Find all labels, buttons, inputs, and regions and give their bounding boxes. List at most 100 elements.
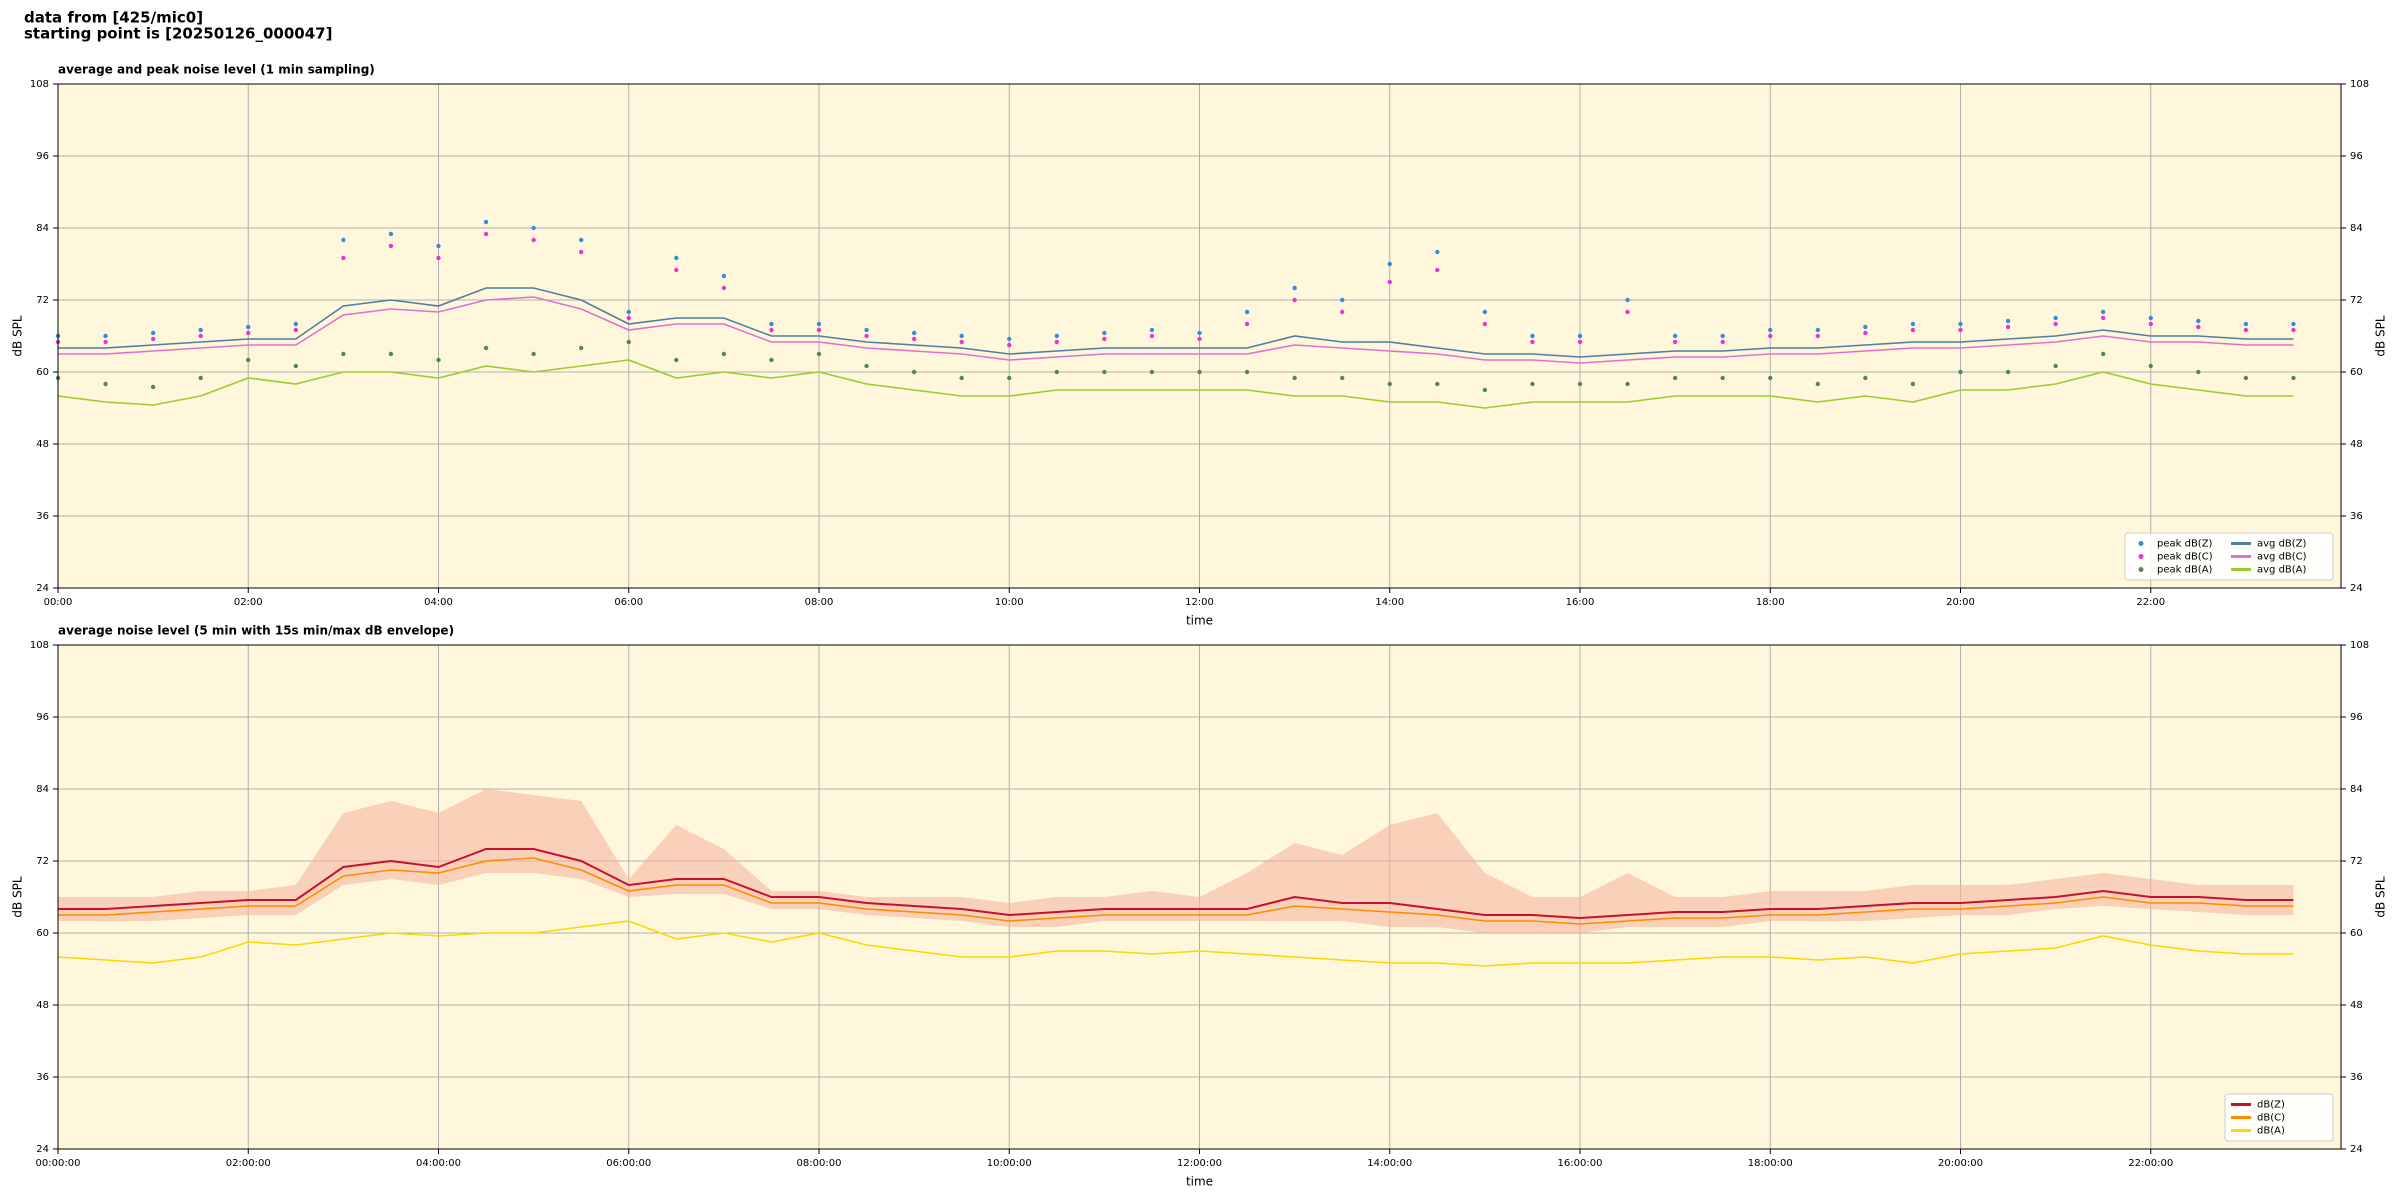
peak-point [626,339,631,345]
x-tick-label: 08:00:00 [797,1158,842,1169]
peak-point [1530,339,1535,345]
y-tick-label: 72 [36,295,49,306]
peak-point [1768,327,1773,333]
peak-point [769,321,774,327]
y-tick-label: 24 [2350,583,2363,594]
peak-point [1054,339,1060,345]
legend-box [2224,1093,2334,1142]
legend-label: avg dB(Z) [2257,539,2307,550]
peak-point [1958,369,1963,375]
peak-point [2243,375,2249,381]
peak-point [816,351,822,357]
peak-point [769,357,774,363]
legend-marker [2138,554,2144,559]
peak-point [816,327,822,333]
peak-point [103,333,108,339]
peak-point [1054,333,1060,339]
peak-point [246,330,251,336]
peak-point [1815,333,1821,339]
y-tick-label: 60 [36,928,49,939]
peak-point [483,219,489,225]
peak-point [1197,330,1202,336]
peak-point [1102,369,1107,375]
peak-point [2196,369,2201,375]
series-line [58,857,2294,925]
peak-point [1149,327,1155,333]
y-tick-label: 96 [2350,151,2363,162]
chart-title: average noise level (5 min with 15s min/… [58,624,454,638]
peak-point [2100,315,2106,321]
peak-point [1720,375,1725,381]
peak-point [626,309,631,315]
y-tick-label: 36 [36,1072,49,1083]
peak-point [198,375,203,381]
peak-point [1768,333,1773,339]
peak-point [436,255,441,261]
series-line [58,287,2294,358]
x-tick-label: 20:00 [1946,597,1975,608]
peak-point [1577,333,1583,339]
x-tick-label: 04:00 [424,597,453,608]
x-tick-label: 10:00:00 [987,1158,1032,1169]
peak-point [1720,333,1725,339]
y-tick-label: 84 [2350,223,2363,234]
peak-point [150,330,156,336]
peak-point [1625,309,1630,315]
peak-point [2148,321,2153,327]
y-tick-label: 48 [36,1000,49,1011]
x-tick-label: 12:00:00 [1177,1158,1222,1169]
peak-point [2291,321,2296,327]
x-tick-label: 16:00:00 [1558,1158,1603,1169]
peak-point [1720,339,1725,345]
legend-label: dB(Z) [2257,1100,2285,1111]
peak-point [1815,327,1821,333]
peak-point [341,255,346,261]
peak-point [2053,321,2058,327]
peak-point [293,363,299,369]
legend-box [2124,532,2334,581]
peak-point [1007,375,1012,381]
y-axis-label: dB SPL [11,315,25,357]
peak-point [1672,339,1678,345]
peak-point [483,345,489,351]
peak-point [1244,309,1250,315]
peak-point [2053,315,2058,321]
peak-point [2196,318,2201,324]
peak-point [1197,336,1202,342]
peak-point [1007,336,1012,342]
x-tick-label: 20:00:00 [1938,1158,1983,1169]
header-line: data from [425/mic0] [24,9,203,27]
peak-point [674,255,679,261]
y-tick-label: 36 [2350,1072,2363,1083]
peak-point [674,267,679,273]
peak-point [1435,381,1440,387]
y-tick-label: 60 [2350,928,2363,939]
peak-point [1387,381,1392,387]
y-tick-label: 36 [36,511,49,522]
y-tick-label: 72 [2350,295,2363,306]
x-tick-label: 10:00 [995,597,1024,608]
peak-point [293,321,299,327]
series-line [57,920,2294,967]
peak-point [1292,285,1297,291]
peak-point [1102,330,1107,336]
peak-point [2005,318,2011,324]
peak-point [578,249,584,255]
peak-point [1387,279,1392,285]
legend-label: peak dB(Z) [2157,539,2213,550]
peak-point [103,339,108,345]
peak-point [721,351,727,357]
peak-point [626,315,631,321]
peak-point [1768,375,1773,381]
legend-marker [2138,541,2144,546]
y-tick-label: 72 [2350,856,2363,867]
legend-label: avg dB(A) [2257,565,2307,576]
x-tick-label: 04:00:00 [416,1158,461,1169]
peak-point [959,339,964,345]
peak-point [103,381,108,387]
peak-point [1863,324,1868,330]
peak-point [1815,381,1821,387]
legend-label: peak dB(A) [2157,565,2213,576]
peak-point [1672,375,1678,381]
